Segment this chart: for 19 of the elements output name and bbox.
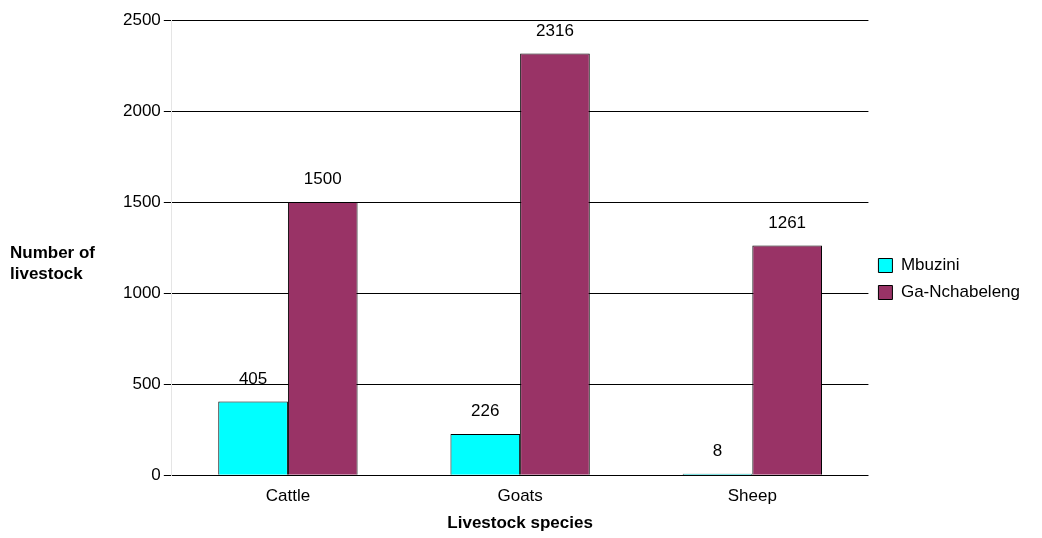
x-tick-label: Cattle [265, 486, 311, 506]
legend-label: Mbuzini [900, 255, 960, 275]
y-tick-label: 500 [132, 373, 161, 393]
y-axis-title: Number of livestock [10, 242, 96, 284]
y-tick-label: 0 [151, 464, 161, 484]
data-label: 2316 [536, 20, 574, 40]
data-label: 1261 [768, 212, 807, 232]
data-label: 1500 [303, 169, 342, 189]
x-tick-label: Sheep [727, 486, 777, 506]
data-label: 405 [238, 368, 268, 388]
y-tick-label: 1000 [122, 282, 161, 302]
y-tick-label: 2500 [122, 9, 161, 29]
x-tick-label: Goats [497, 486, 543, 506]
y-tick-label: 1500 [122, 191, 161, 211]
x-axis-title: Livestock species [447, 513, 593, 533]
y-tick-label: 2000 [122, 100, 161, 120]
legend-label: Ga-Nchabeleng [900, 282, 1020, 302]
data-label: 226 [471, 401, 500, 421]
data-label: 8 [712, 440, 723, 460]
